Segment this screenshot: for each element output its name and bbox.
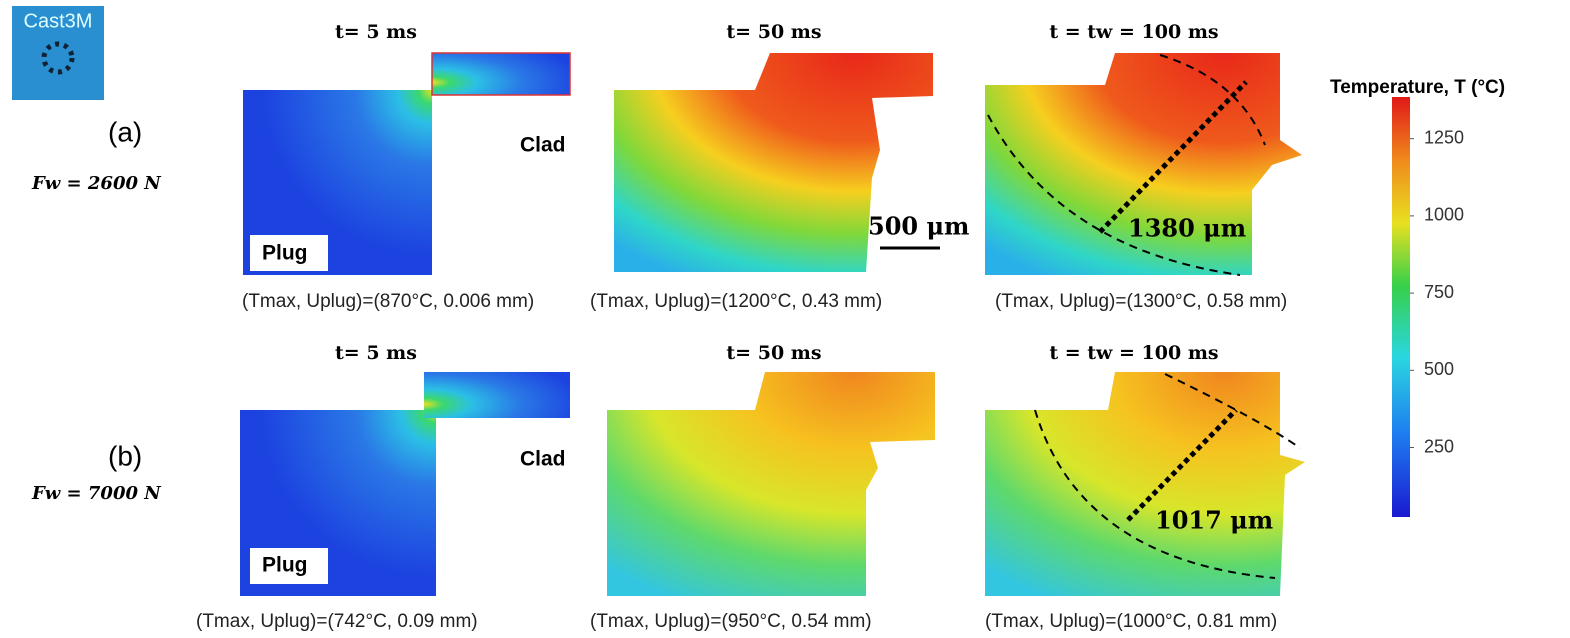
caption: (Tmax, Uplug)=(1300°C, 0.58 mm) <box>995 291 1287 312</box>
clad-field <box>424 372 570 418</box>
plug-label: Plug <box>262 242 308 265</box>
colorbar-tick-label: 500 <box>1424 359 1454 379</box>
panel-title: t= 5 ms <box>335 342 417 364</box>
clad-field <box>432 53 570 95</box>
row-label: (a) <box>108 116 142 147</box>
panel-title: t = tw = 100 ms <box>1049 342 1218 364</box>
panel-title: t = tw = 100 ms <box>1049 21 1218 43</box>
colorbar-ticks: 250 500 750 1000 1250 <box>1410 127 1464 456</box>
caption: (Tmax, Uplug)=(950°C, 0.54 mm) <box>590 611 872 632</box>
caption: (Tmax, Uplug)=(1200°C, 0.43 mm) <box>590 291 882 312</box>
clad-label: Clad <box>520 448 566 471</box>
colorbar-tick-label: 1250 <box>1424 127 1464 147</box>
caption: (Tmax, Uplug)=(1000°C, 0.81 mm) <box>985 611 1277 632</box>
row-label: (b) <box>108 440 142 471</box>
dimension-label: 1017 μm <box>1155 506 1273 535</box>
caption: (Tmax, Uplug)=(742°C, 0.09 mm) <box>196 611 478 632</box>
force: Fw = 7000 N <box>31 483 162 504</box>
panel-title: t= 50 ms <box>726 342 821 364</box>
temperature-field <box>985 372 1305 596</box>
colorbar-tick-label: 250 <box>1424 436 1454 456</box>
logo-text: Cast3M <box>24 10 93 32</box>
clad-label: Clad <box>520 134 566 157</box>
panel-title: t= 50 ms <box>726 21 821 43</box>
logo: Cast3M <box>12 6 104 100</box>
panel-title: t= 5 ms <box>335 21 417 43</box>
figure: Cast3M (a) Fw = 2600 N t= 5 ms t= 50 ms … <box>0 0 1570 638</box>
force: Fw = 2600 N <box>31 173 162 194</box>
temperature-field <box>607 372 935 596</box>
colorbar-title: Temperature, T (°C) <box>1330 77 1505 98</box>
caption: (Tmax, Uplug)=(870°C, 0.006 mm) <box>242 291 534 312</box>
colorbar-tick-label: 1000 <box>1424 205 1464 225</box>
colorbar <box>1392 97 1410 517</box>
colorbar-tick-label: 750 <box>1424 282 1454 302</box>
scale-bar-label: 500 μm <box>868 212 969 241</box>
dimension-label: 1380 μm <box>1128 214 1246 243</box>
plug-label: Plug <box>262 554 308 577</box>
